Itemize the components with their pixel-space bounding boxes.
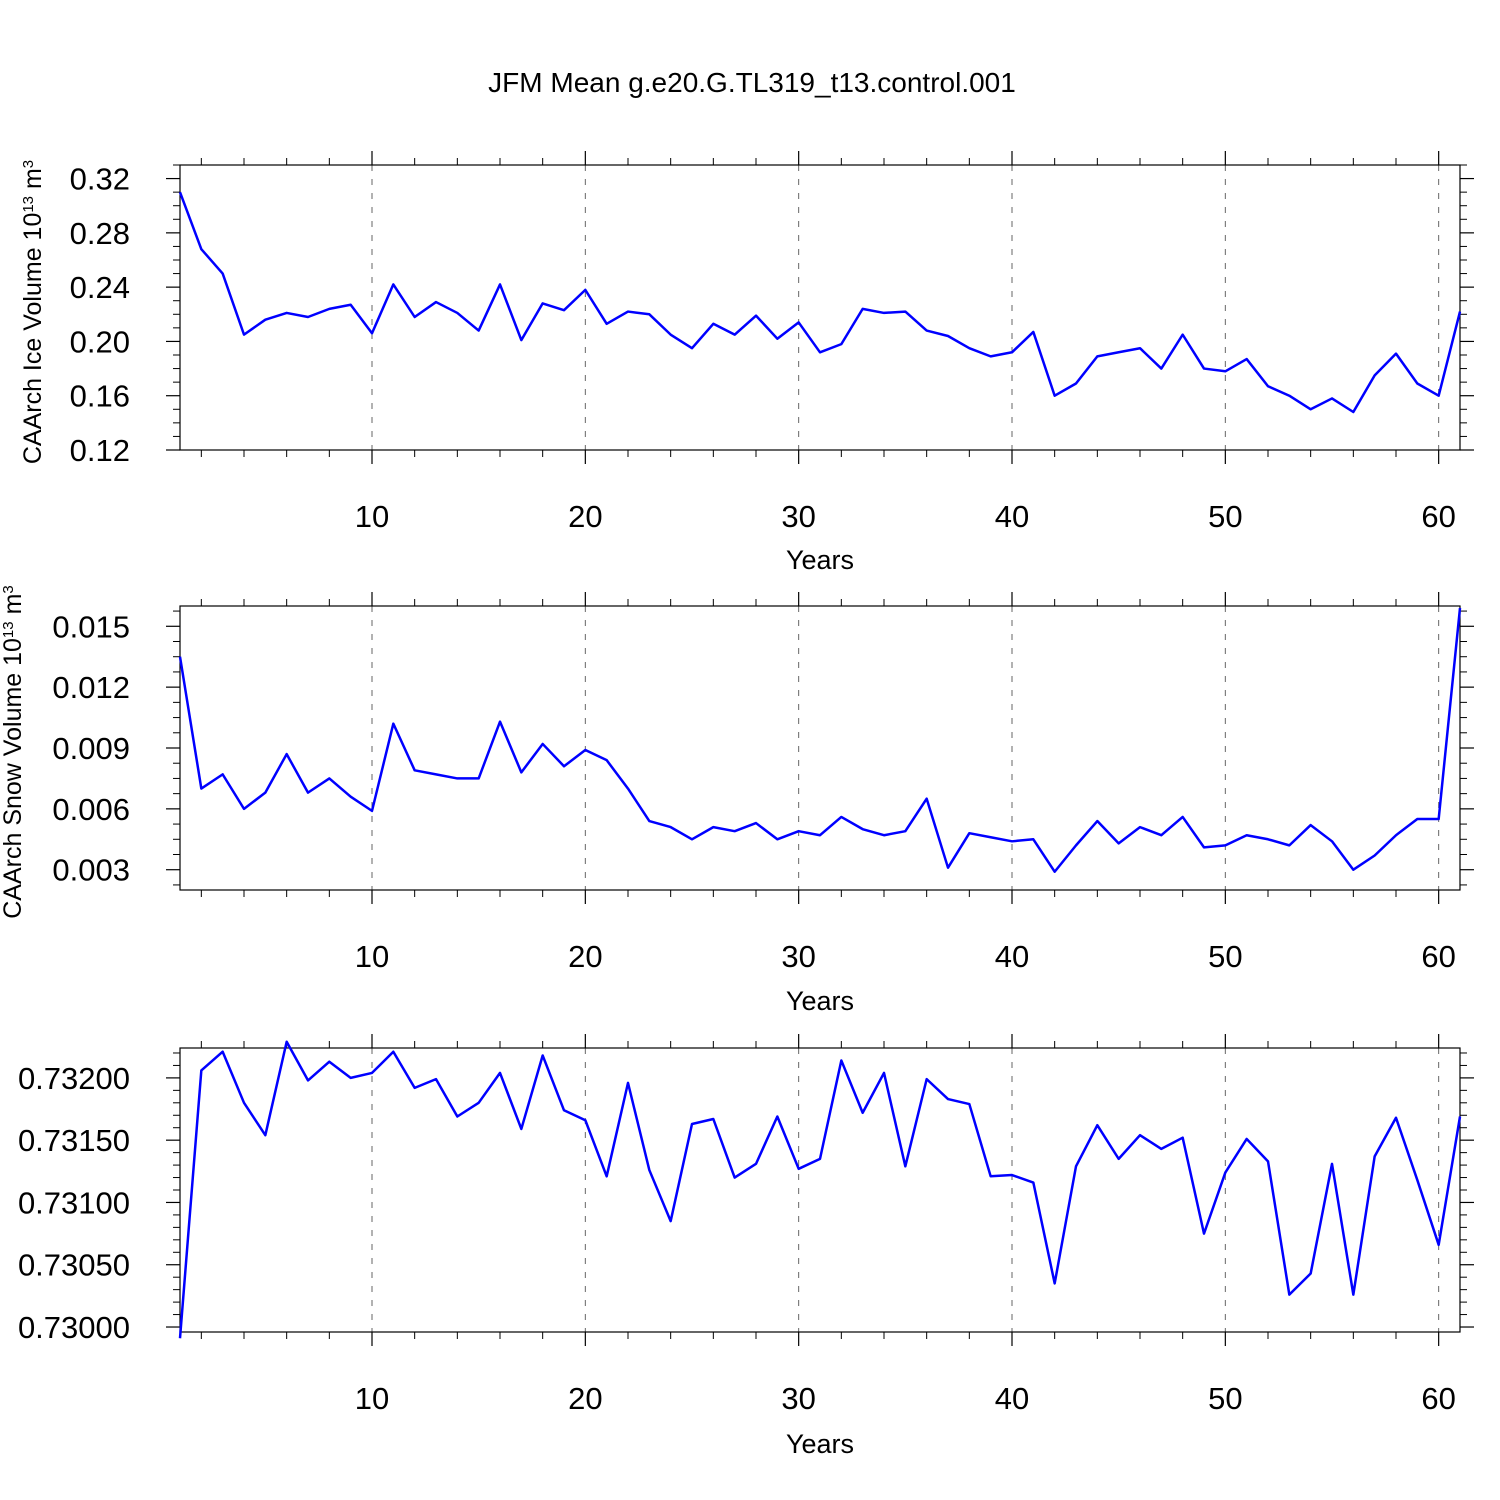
x-tick-label: 30 <box>781 1381 815 1416</box>
x-tick-label: 40 <box>995 1381 1029 1416</box>
series-line <box>178 607 1462 873</box>
ice-volume-panel: 10 20 30 40 50 60 0.12 0.16 0.20 0.24 0.28 0.32 Yea… <box>19 151 1474 575</box>
figure-title: JFM Mean g.e20.G.TL319_t13.control.001 <box>488 67 1016 98</box>
x-tick-label: 20 <box>568 499 602 534</box>
y-tick-label: 0.12 <box>70 433 130 468</box>
ice-volume-y-axis-title: CAArch Ice Volume 1013 m3 <box>19 160 47 464</box>
x-tick-label: 60 <box>1421 939 1455 974</box>
x-tick-label: 30 <box>781 499 815 534</box>
ice-volume-line <box>178 191 1462 414</box>
x-tick-label: 20 <box>568 1381 602 1416</box>
third-series-panel: 10 20 30 40 50 60 0.73000 0.73050 0.73100 0.73150… <box>18 1034 1474 1459</box>
ice-volume-y-label-unit-exponent: 3 <box>20 160 37 168</box>
ice-volume-y-label-prefix: CAArch Ice Volume 10 <box>19 213 47 465</box>
y-tick-label: 0.73100 <box>18 1185 130 1220</box>
third-series-grid <box>371 1048 1440 1332</box>
x-tick-label: 10 <box>355 499 389 534</box>
x-tick-label: 40 <box>995 499 1029 534</box>
x-tick-label: 10 <box>355 1381 389 1416</box>
snow-volume-ticks: 10 20 30 40 50 60 0.003 0.006 0.009 0.012 0.015 <box>52 592 1474 974</box>
x-tick-label: 60 <box>1421 1381 1455 1416</box>
series-line <box>178 191 1462 414</box>
snow-volume-panel: 10 20 30 40 50 60 0.003 0.006 0.009 0.012 0.015 Ye… <box>0 585 1474 1016</box>
x-tick-label: 50 <box>1208 1381 1242 1416</box>
ice-volume-plot-frame <box>179 164 1461 451</box>
snow-volume-grid <box>371 606 1440 890</box>
y-tick-label: 0.73000 <box>18 1310 130 1345</box>
snow-volume-y-label-unit: m <box>0 594 27 622</box>
y-tick-label: 0.006 <box>52 792 130 827</box>
third-series-line <box>178 1040 1462 1339</box>
y-tick-label: 0.24 <box>70 270 130 305</box>
snow-volume-line <box>178 607 1462 873</box>
y-tick-label: 0.32 <box>70 162 130 197</box>
y-tick-label: 0.003 <box>52 853 130 888</box>
x-tick-label: 50 <box>1208 939 1242 974</box>
snow-volume-y-label-prefix: CAArch Snow Volume 10 <box>0 638 27 919</box>
x-tick-label: 50 <box>1208 499 1242 534</box>
ice-volume-grid <box>371 165 1440 450</box>
series-line <box>178 1040 1462 1339</box>
y-tick-label: 0.73050 <box>18 1248 130 1283</box>
third-series-x-axis-title: Years <box>786 1429 854 1459</box>
snow-volume-y-label-exponent: 13 <box>0 621 17 638</box>
snow-volume-y-label-unit-exponent: 3 <box>0 585 17 593</box>
snow-volume-x-axis-title: Years <box>786 986 854 1016</box>
ice-volume-y-label-exponent: 13 <box>20 196 37 213</box>
ice-volume-x-axis-title: Years <box>786 545 854 575</box>
y-tick-label: 0.16 <box>70 379 130 414</box>
y-tick-label: 0.73200 <box>18 1061 130 1096</box>
y-tick-label: 0.28 <box>70 216 130 251</box>
snow-volume-y-axis-title: CAArch Snow Volume 1013 m3 <box>0 585 27 919</box>
x-tick-label: 20 <box>568 939 602 974</box>
x-tick-label: 60 <box>1421 499 1455 534</box>
y-tick-label: 0.73150 <box>18 1123 130 1158</box>
x-tick-label: 10 <box>355 939 389 974</box>
y-tick-label: 0.012 <box>52 670 130 705</box>
y-tick-label: 0.009 <box>52 731 130 766</box>
ice-volume-ticks: 10 20 30 40 50 60 0.12 0.16 0.20 0.24 0.28 0.32 <box>70 151 1474 534</box>
third-series-ticks: 10 20 30 40 50 60 0.73000 0.73050 0.73100 0.73150… <box>18 1034 1474 1416</box>
y-tick-label: 0.20 <box>70 324 130 359</box>
y-tick-label: 0.015 <box>52 609 130 644</box>
x-tick-label: 30 <box>781 939 815 974</box>
ice-volume-y-label-unit: m <box>19 168 47 196</box>
x-tick-label: 40 <box>995 939 1029 974</box>
